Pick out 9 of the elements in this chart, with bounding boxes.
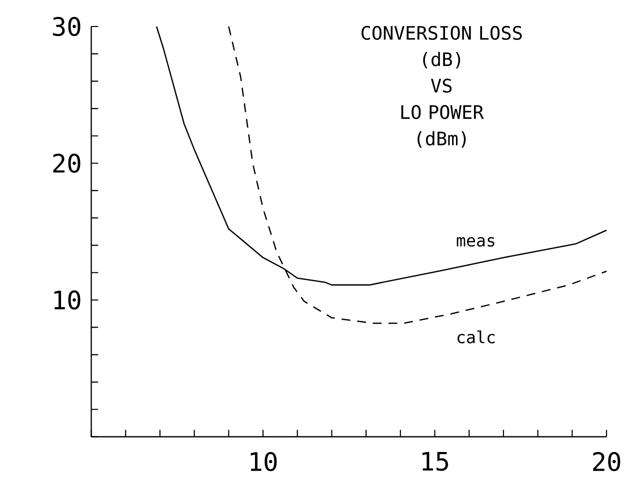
x-tick-label: 10 [250,452,277,472]
y-tick-label: 10 [54,290,80,310]
y-tick-label: 30 [53,17,80,36]
series-label: calc [458,330,495,344]
x-tick-label: 20 [593,452,620,472]
series-label: meas [456,237,494,247]
text: CONVERSION LOSS (dB) VS LO POWER (dBm) [362,26,522,148]
x-tick-label: 15 [422,452,448,472]
y-tick-label: 20 [53,154,80,174]
